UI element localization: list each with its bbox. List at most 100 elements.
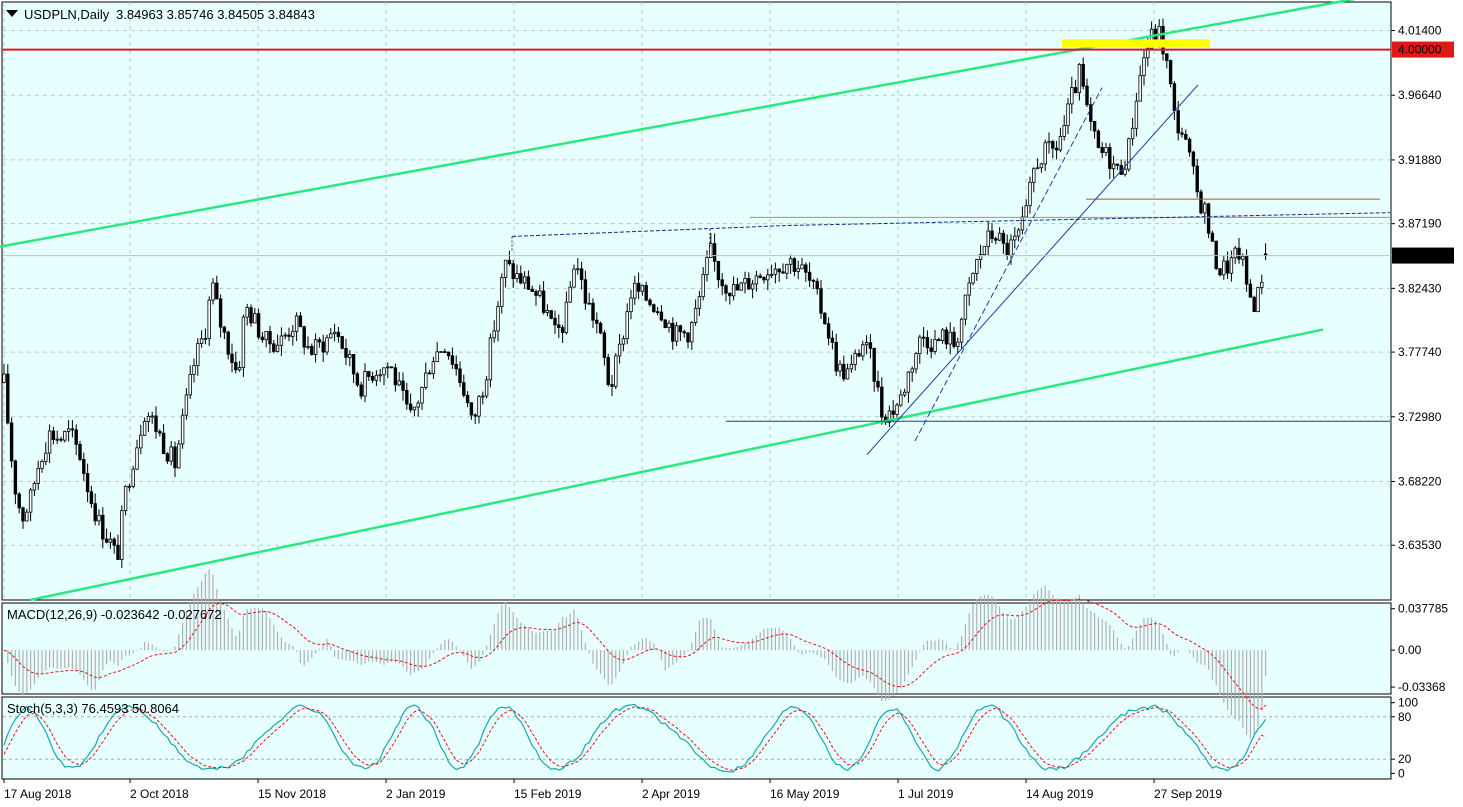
candle-body — [716, 260, 721, 281]
candle-body — [1241, 255, 1245, 260]
candle-body — [51, 430, 56, 440]
candle-body — [230, 353, 234, 363]
candle-body — [2, 373, 6, 383]
candle-body — [838, 363, 842, 372]
candle-body — [120, 510, 124, 560]
candle-body — [367, 371, 371, 377]
candle-body — [655, 311, 660, 314]
price-tick-label: 3.91880 — [1398, 153, 1442, 167]
candle-body — [264, 330, 268, 341]
candle-body — [636, 282, 641, 292]
candle-body — [724, 285, 728, 294]
candle-body — [956, 341, 960, 347]
candle-body — [902, 391, 907, 396]
candle-body — [880, 386, 884, 418]
candle-body — [819, 288, 823, 314]
candle-body — [895, 404, 899, 415]
macd-layer — [3, 569, 1267, 739]
candle-body — [207, 299, 211, 339]
candle-body — [55, 438, 59, 441]
candle-body — [937, 338, 941, 342]
candle-body — [686, 332, 690, 343]
candle-body — [766, 274, 770, 281]
candle-body — [389, 366, 394, 369]
candle-body — [348, 354, 352, 358]
candle-body — [1081, 63, 1085, 87]
trend-line — [866, 84, 1199, 455]
candle-body — [408, 403, 413, 411]
candle-body — [1252, 296, 1256, 312]
candle-body — [158, 431, 162, 434]
candle-body — [1062, 125, 1066, 137]
current-price-badge — [1392, 247, 1454, 264]
candle-body — [796, 268, 800, 272]
macd-tick-label: -0.03368 — [1398, 680, 1446, 694]
candle-body — [1024, 205, 1028, 218]
candle-body — [165, 453, 170, 462]
candle-body — [245, 307, 249, 318]
price-tick-label: 3.96640 — [1398, 88, 1442, 102]
candle-body — [104, 538, 109, 543]
candle-body — [1134, 100, 1139, 129]
time-tick-label: 1 Jul 2019 — [898, 787, 954, 801]
candle-body — [560, 327, 565, 334]
candle-body — [329, 333, 333, 339]
candle-body — [503, 259, 508, 278]
candle-body — [150, 415, 154, 418]
candle-body — [249, 307, 253, 324]
candle-body — [416, 402, 420, 408]
time-tick-label: 2 Oct 2018 — [130, 787, 189, 801]
candle-body — [1108, 146, 1112, 170]
candle-body — [811, 279, 816, 282]
candle-body — [1210, 232, 1215, 242]
candle-body — [275, 344, 280, 352]
macd-tick-label: 0.00 — [1398, 643, 1422, 657]
candle-body — [1225, 260, 1230, 274]
candle-body — [59, 438, 63, 441]
candle-body — [1222, 260, 1226, 276]
candle-body — [674, 325, 679, 342]
candle-body — [496, 306, 500, 332]
candle-body — [1077, 63, 1082, 94]
candle-body — [192, 365, 196, 375]
candle-body — [321, 341, 325, 353]
candle-body — [1191, 151, 1196, 167]
candle-body — [340, 336, 344, 349]
candle-body — [332, 331, 337, 335]
candle-body — [355, 373, 360, 386]
candle-body — [910, 368, 914, 373]
candle-body — [629, 297, 633, 313]
candle-body — [1043, 142, 1047, 165]
candle-body — [17, 493, 21, 509]
dropdown-triangle-icon[interactable] — [6, 10, 18, 17]
candle-body — [287, 334, 291, 337]
candle-body — [63, 431, 67, 441]
candle-body — [526, 276, 531, 290]
candle-body — [617, 343, 622, 357]
candle-body — [830, 337, 835, 343]
candle-body — [359, 384, 363, 397]
candle-body — [906, 371, 911, 393]
candle-body — [188, 374, 192, 396]
candle-body — [891, 410, 895, 415]
candle-body — [234, 362, 238, 371]
candle-body — [382, 367, 386, 376]
candle-body — [154, 415, 158, 432]
candle-body — [25, 511, 29, 522]
candle-body — [1005, 242, 1009, 256]
candle-body — [598, 322, 603, 334]
candle-body — [583, 279, 588, 304]
candle-body — [146, 415, 151, 422]
candle-body — [652, 304, 656, 313]
candle-body — [697, 296, 702, 309]
candle-body — [959, 318, 964, 343]
candle-body — [260, 336, 265, 341]
candle-body — [1244, 255, 1249, 285]
candle-body — [887, 410, 892, 423]
channel-lower-line — [29, 328, 1324, 602]
trend-line-dashed — [914, 87, 1103, 442]
candle-body — [458, 368, 462, 384]
candle-body — [1066, 103, 1070, 126]
stoch-layer — [3, 703, 1391, 773]
